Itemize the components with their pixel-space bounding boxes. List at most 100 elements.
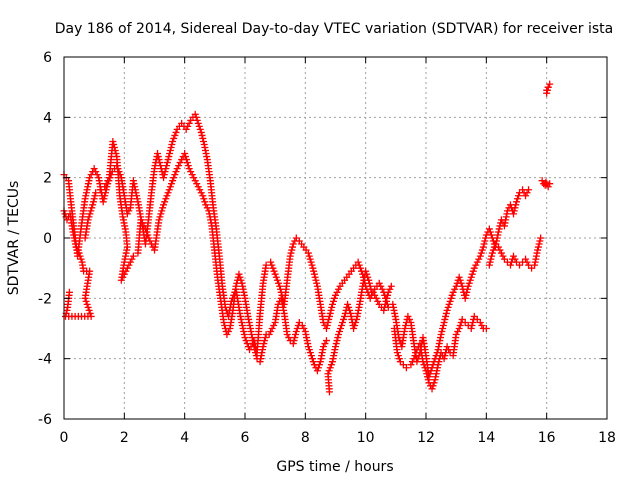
data-point [509,252,517,260]
data-point [232,282,240,290]
data-point [500,255,508,263]
data-point [140,222,148,230]
data-point [300,325,308,332]
data-point [470,264,478,272]
data-point [92,168,100,176]
data-point [275,279,283,287]
data-point [447,294,455,302]
data-point [261,337,269,345]
data-point [165,153,173,161]
data-point [167,180,175,188]
data-point [511,255,519,263]
data-point [199,192,207,200]
data-point [196,125,204,133]
data-point [482,234,490,242]
data-point [383,294,391,302]
data-point [482,325,490,332]
data-point [110,144,118,151]
data-point [65,288,73,296]
data-point [289,240,297,248]
data-point [82,297,90,305]
data-point [101,189,109,197]
data-point [452,331,460,339]
data-point [310,267,318,275]
data-point [157,210,165,218]
data-point [378,285,386,293]
data-point [479,243,487,251]
data-point [289,340,297,348]
data-point [456,321,464,329]
data-point [372,294,380,302]
data-point [309,358,317,366]
data-point [513,198,520,206]
data-point [313,279,321,287]
data-point [366,294,374,302]
data-point [322,337,330,345]
data-point [534,243,542,251]
data-point [546,180,554,188]
data-point [145,234,153,242]
data-point [542,178,550,186]
data-point [224,328,232,336]
data-point [191,110,199,118]
data-point [473,315,481,323]
data-point [168,140,176,148]
data-point [62,312,70,320]
data-point [161,198,169,206]
data-point [173,165,181,173]
data-point [541,181,549,189]
data-point [93,171,101,179]
data-point [292,331,300,339]
data-point [475,255,483,263]
data-point [328,303,336,311]
data-point [410,355,418,363]
x-tick-label: 16 [538,430,556,446]
data-point [195,122,203,130]
data-point [290,337,298,345]
data-point [446,297,454,305]
data-point [170,174,178,182]
data-point [411,352,419,360]
data-point [335,285,343,293]
data-point [164,156,172,164]
data-point [298,321,306,329]
data-point [85,213,93,221]
data-point [544,83,552,91]
data-point [92,189,100,197]
data-point [399,361,407,369]
data-point [167,144,175,151]
data-point [481,237,489,245]
data-point [260,340,268,348]
data-point [327,361,335,369]
data-point [523,258,531,266]
data-point [163,159,171,167]
data-point [144,231,152,239]
data-point [154,150,162,158]
data-point [314,364,322,372]
data-point [308,261,316,269]
data-point [456,276,464,284]
data-point [101,183,109,191]
data-point [351,321,359,329]
data-point [428,385,436,393]
data-point [194,119,202,127]
data-point [368,288,376,296]
data-point [182,156,190,164]
data-point [355,261,363,269]
data-point [386,285,394,293]
chart-title: Day 186 of 2014, Sidereal Day-to-day VTE… [55,21,613,37]
data-point [421,364,429,372]
data-point [165,186,173,194]
data-point [185,165,193,173]
data-point [155,156,163,164]
data-point [171,171,179,179]
data-point [516,261,524,269]
data-point [289,243,297,251]
data-point [332,291,339,299]
data-point [96,186,104,194]
x-tick-label: 2 [120,430,129,446]
data-point [160,201,168,209]
x-tick-label: 8 [301,430,310,446]
data-point [538,177,546,185]
data-point [286,252,294,260]
